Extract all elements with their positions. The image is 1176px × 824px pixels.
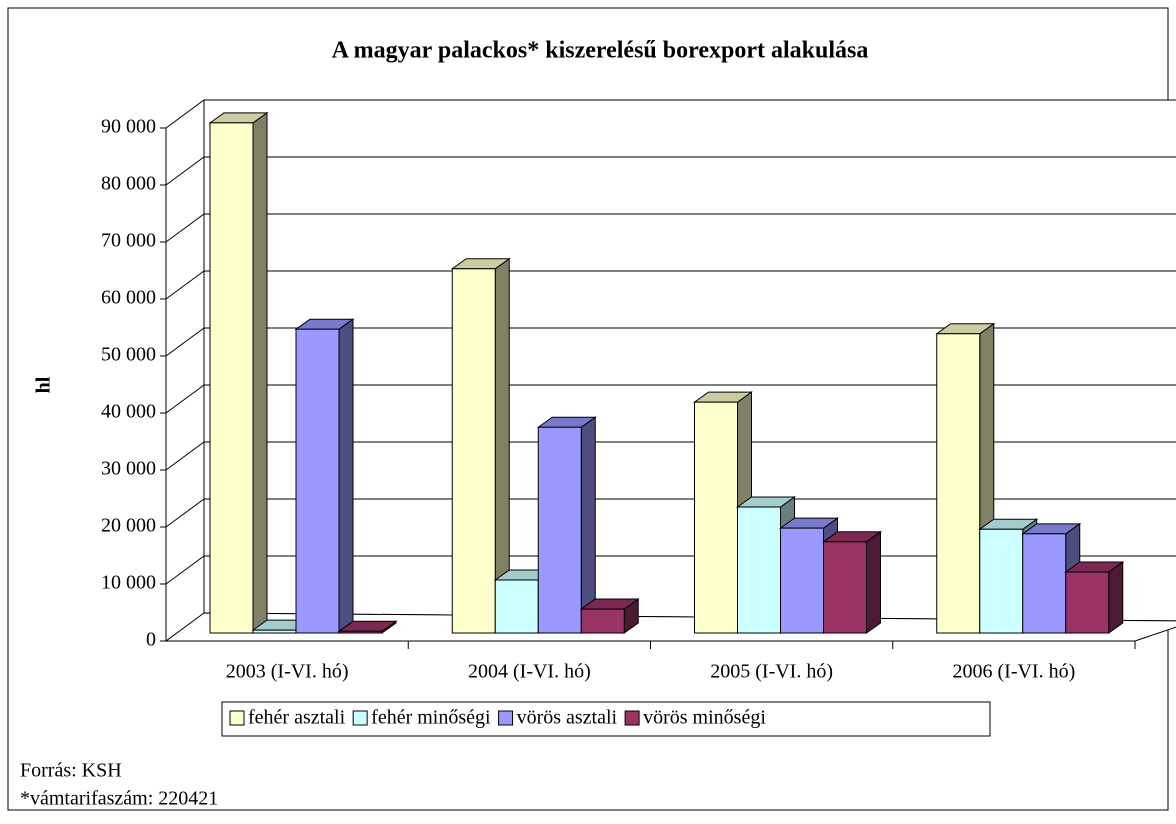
bar-front	[252, 629, 297, 634]
legend-swatch	[229, 710, 245, 726]
legend-swatch	[498, 710, 514, 726]
legend-label: fehér minőségi	[371, 707, 491, 729]
y-tick-label: 20 000	[101, 515, 156, 537]
bar-front	[737, 506, 781, 634]
grid-line	[165, 498, 1176, 528]
x-tick-label: 2006 (I-VI. hó)	[953, 661, 1076, 683]
bar-front	[780, 527, 824, 634]
y-tick-label: 80 000	[101, 173, 156, 195]
y-tick-label: 90 000	[101, 116, 156, 138]
bar-front	[494, 579, 539, 634]
note: Forrás: KSH	[20, 760, 122, 782]
bar	[1064, 561, 1125, 634]
chart-title: A magyar palackos* kiszerelésű borexport…	[332, 38, 869, 64]
bar	[536, 416, 597, 634]
bar-front	[580, 608, 625, 634]
bar-front	[338, 630, 383, 634]
y-tick-label: 60 000	[101, 287, 156, 309]
y-tick-label: 0	[146, 629, 156, 651]
y-axis-label: hl	[33, 376, 55, 393]
bar-front	[295, 328, 340, 634]
bar-front	[823, 541, 867, 634]
grid-line	[165, 213, 1176, 243]
grid-line	[165, 327, 1176, 357]
bar-front	[694, 401, 738, 634]
grid-line	[165, 99, 1176, 129]
legend	[221, 701, 991, 737]
bar-front	[1065, 571, 1110, 634]
bar-side	[338, 318, 354, 634]
grid-line	[165, 270, 1176, 300]
y-tick-label: 50 000	[101, 344, 156, 366]
legend-label: vörös asztali	[517, 707, 618, 729]
x-tick-label: 2004 (I-VI. hó)	[468, 661, 591, 683]
legend-label: fehér asztali	[248, 707, 346, 729]
bar-front	[451, 268, 496, 634]
bar-side	[866, 530, 881, 634]
y-tick-label: 10 000	[101, 572, 156, 594]
grid-line	[165, 384, 1176, 414]
y-tick-label: 40 000	[101, 401, 156, 423]
grid-line	[165, 156, 1176, 186]
x-tick-label: 2005 (I-VI. hó)	[710, 661, 833, 683]
bar-side	[1108, 561, 1124, 634]
bar	[294, 318, 355, 634]
bar-front	[209, 122, 254, 634]
x-tick-label: 2003 (I-VI. hó)	[226, 661, 349, 683]
legend-swatch	[624, 710, 640, 726]
bar-side	[252, 111, 268, 634]
y-tick-label: 70 000	[101, 230, 156, 252]
bar	[821, 530, 883, 634]
bar	[337, 620, 398, 634]
note: *vámtarifaszám: 220421	[20, 788, 218, 810]
y-tick-label: 30 000	[101, 458, 156, 480]
bar-front	[1022, 533, 1067, 634]
bar-front	[537, 426, 582, 634]
bar-front	[979, 528, 1024, 634]
bar-front	[936, 333, 981, 634]
bar	[208, 111, 269, 634]
grid-line	[165, 441, 1176, 471]
bar	[579, 598, 640, 634]
bar	[450, 257, 511, 634]
legend-label: vörös minőségi	[643, 707, 766, 729]
legend-swatch	[352, 710, 368, 726]
